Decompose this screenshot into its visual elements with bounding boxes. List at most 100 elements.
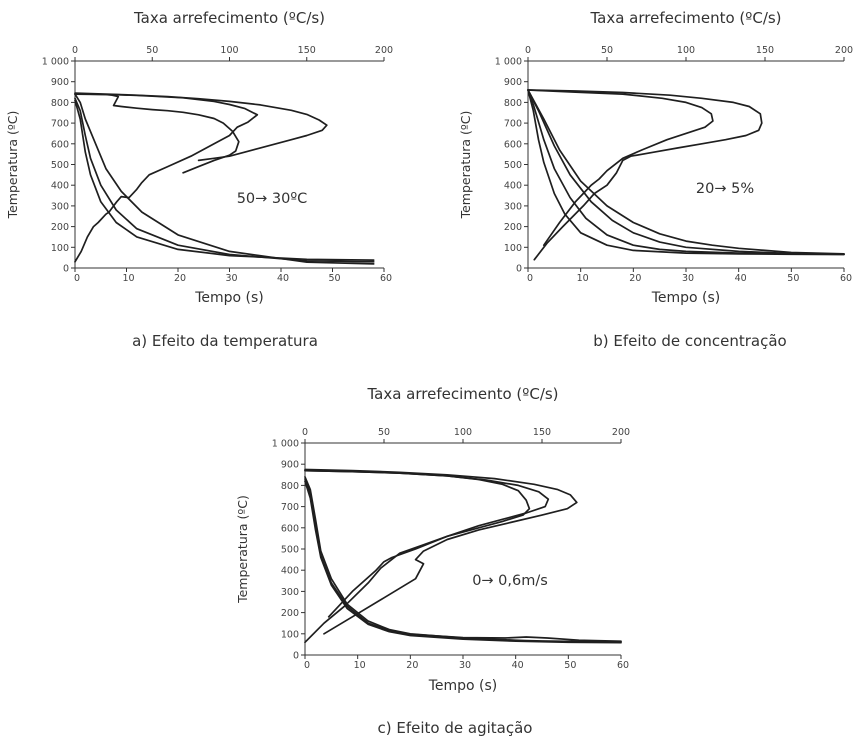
axis-left-bottom bbox=[304, 443, 621, 656]
series-line-5 bbox=[527, 89, 763, 261]
x2-tick-label: 100 bbox=[677, 45, 695, 56]
y-tick-label: 800 bbox=[504, 98, 522, 109]
y-tick-label: 1 000 bbox=[42, 57, 69, 68]
top-axis-title: Taxa arrefecimento (ºC/s) bbox=[133, 9, 325, 27]
x-tick-label: 50 bbox=[328, 273, 340, 284]
y-tick-label: 800 bbox=[51, 98, 69, 109]
x2-tick-label: 200 bbox=[835, 45, 853, 56]
y-tick-label: 600 bbox=[504, 139, 522, 150]
x-tick-label: 50 bbox=[787, 273, 799, 284]
x-tick-label: 40 bbox=[735, 273, 747, 284]
x2-tick-label: 100 bbox=[220, 45, 238, 56]
y-tick-label: 100 bbox=[504, 243, 522, 254]
x-tick-label: 50 bbox=[564, 660, 576, 671]
x2-tick-label: 50 bbox=[146, 45, 158, 56]
series-line-6 bbox=[304, 468, 578, 635]
y-tick-label: 600 bbox=[51, 139, 69, 150]
x-tick-label: 0 bbox=[74, 273, 80, 284]
x-tick-label: 30 bbox=[225, 273, 237, 284]
x-axis-title: Tempo (s) bbox=[428, 678, 498, 694]
y-tick-label: 700 bbox=[504, 119, 522, 130]
series-line-2 bbox=[527, 89, 845, 256]
y-axis-title: Temperatura (ºC) bbox=[458, 111, 473, 220]
y-tick-label: 200 bbox=[281, 608, 299, 619]
y-tick-label: 900 bbox=[281, 460, 299, 471]
x-tick-label: 60 bbox=[380, 273, 392, 284]
y-tick-label: 400 bbox=[51, 181, 69, 192]
series-line-5 bbox=[304, 469, 550, 618]
x-tick-label: 0 bbox=[527, 273, 533, 284]
x-axis-title: Tempo (s) bbox=[651, 290, 721, 306]
y-tick-label: 300 bbox=[504, 201, 522, 212]
y-tick-label: 100 bbox=[51, 243, 69, 254]
x2-tick-label: 150 bbox=[298, 45, 316, 56]
y-tick-label: 700 bbox=[51, 119, 69, 130]
series-line-6 bbox=[527, 89, 714, 247]
y-tick-label: 400 bbox=[504, 181, 522, 192]
x-tick-label: 10 bbox=[354, 660, 366, 671]
y-tick-label: 200 bbox=[51, 222, 69, 233]
series-line-3 bbox=[304, 480, 622, 644]
x2-tick-label: 0 bbox=[72, 45, 78, 56]
y-tick-label: 500 bbox=[504, 160, 522, 171]
y-tick-label: 700 bbox=[281, 502, 299, 513]
y-tick-label: 0 bbox=[293, 651, 299, 662]
y-tick-label: 300 bbox=[281, 587, 299, 598]
series-line-2 bbox=[74, 97, 375, 263]
x2-tick-label: 50 bbox=[601, 45, 613, 56]
panel-caption: b) Efeito de concentração bbox=[593, 332, 786, 350]
x2-tick-label: 150 bbox=[756, 45, 774, 56]
top-axis-title: Taxa arrefecimento (ºC/s) bbox=[366, 385, 558, 403]
y-tick-label: 200 bbox=[504, 222, 522, 233]
x-axis-title: Tempo (s) bbox=[194, 290, 264, 306]
curve-annotation: 20→ 5% bbox=[696, 181, 754, 197]
y-tick-label: 400 bbox=[281, 566, 299, 577]
series-line-3 bbox=[74, 93, 375, 265]
x-tick-label: 0 bbox=[304, 660, 310, 671]
panel-caption: c) Efeito de agitação bbox=[378, 719, 533, 737]
series-line-6 bbox=[74, 93, 240, 174]
y-tick-label: 300 bbox=[51, 201, 69, 212]
y-tick-label: 800 bbox=[281, 481, 299, 492]
x-tick-label: 60 bbox=[617, 660, 629, 671]
series-line-4 bbox=[304, 469, 531, 644]
x2-tick-label: 150 bbox=[533, 427, 551, 438]
chart-panel-2: 0 100 200 300 400 500 600 700 800 900 1 000 0 10 20 30… bbox=[458, 9, 853, 350]
y-tick-label: 600 bbox=[281, 523, 299, 534]
x-tick-label: 10 bbox=[122, 273, 134, 284]
x-tick-label: 40 bbox=[512, 660, 524, 671]
y-axis-title: Temperatura (ºC) bbox=[5, 111, 20, 220]
y-tick-label: 500 bbox=[281, 545, 299, 556]
x2-tick-label: 50 bbox=[378, 427, 390, 438]
y-tick-label: 1 000 bbox=[272, 439, 299, 450]
series-line-5 bbox=[74, 92, 328, 162]
series-line-3 bbox=[527, 89, 845, 255]
x2-tick-label: 200 bbox=[375, 45, 393, 56]
x-tick-label: 30 bbox=[459, 660, 471, 671]
x2-tick-label: 0 bbox=[302, 427, 308, 438]
x-tick-label: 30 bbox=[682, 273, 694, 284]
x-tick-label: 20 bbox=[174, 273, 186, 284]
y-tick-label: 500 bbox=[51, 160, 69, 171]
x-tick-label: 20 bbox=[406, 660, 418, 671]
series-line-4 bbox=[74, 93, 259, 263]
y-tick-label: 900 bbox=[504, 77, 522, 88]
axis-left-bottom bbox=[74, 61, 384, 269]
x-tick-label: 20 bbox=[629, 273, 641, 284]
x2-tick-label: 200 bbox=[612, 427, 630, 438]
series-line-4 bbox=[527, 89, 845, 255]
y-tick-label: 0 bbox=[516, 264, 522, 275]
x-tick-label: 60 bbox=[840, 273, 852, 284]
y-tick-label: 1 000 bbox=[495, 57, 522, 68]
panel-caption: a) Efeito da temperatura bbox=[132, 332, 318, 350]
x-tick-label: 10 bbox=[577, 273, 589, 284]
y-tick-label: 0 bbox=[63, 264, 69, 275]
curve-annotation: 0→ 0,6m/s bbox=[472, 573, 548, 589]
curve-annotation: 50→ 30ºC bbox=[237, 191, 308, 207]
x-tick-label: 40 bbox=[277, 273, 289, 284]
y-axis-title: Temperatura (ºC) bbox=[235, 495, 250, 604]
x2-tick-label: 100 bbox=[454, 427, 472, 438]
